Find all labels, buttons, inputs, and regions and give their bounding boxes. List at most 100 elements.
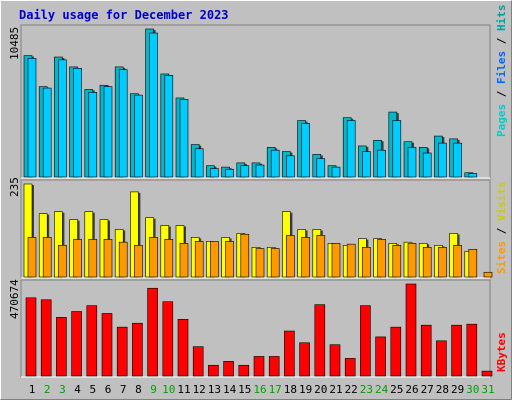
top-files-bar-day-7: [118, 69, 128, 178]
top-files-bar-day-24: [377, 149, 386, 178]
top-files-bar-day-1: [27, 58, 37, 178]
day-label-15: 15: [238, 383, 251, 396]
mid-sites-bar-day-6: [103, 239, 113, 278]
day-label-6: 6: [105, 383, 112, 396]
mid-sites-bar-day-11: [179, 243, 189, 278]
bottom-kbytes-bar-day-3: [56, 317, 67, 377]
mid-sites-bar-day-16: [255, 248, 265, 278]
bottom-panel-bars: [25, 283, 493, 377]
top-files-bar-day-8: [134, 94, 143, 178]
legend-files: Files: [495, 51, 508, 84]
top-files-bar-day-23: [362, 151, 371, 178]
top-files-bar-day-28: [438, 142, 447, 178]
top-files-bar-day-9: [149, 32, 158, 178]
day-label-4: 4: [74, 383, 81, 396]
day-label-8: 8: [135, 383, 142, 396]
day-label-20: 20: [314, 383, 327, 396]
day-label-23: 23: [360, 383, 373, 396]
mid-sites-bar-day-13: [210, 241, 219, 278]
top-files-bar-day-21: [331, 166, 341, 178]
day-label-28: 28: [436, 383, 449, 396]
day-label-17: 17: [269, 383, 282, 396]
day-label-31: 31: [481, 383, 494, 396]
bottom-kbytes-bar-day-14: [223, 361, 234, 377]
bottom-kbytes-bar-day-26: [405, 283, 417, 377]
mid-sites-bar-day-10: [164, 239, 174, 278]
mid-sites-bar-day-9: [149, 237, 158, 278]
top-files-bar-day-3: [58, 59, 67, 178]
day-label-18: 18: [284, 383, 297, 396]
top-files-bar-day-2: [42, 87, 52, 178]
top-files-bar-day-13: [210, 168, 219, 178]
bottom-kbytes-bar-day-6: [101, 313, 113, 377]
legend-hits: Hits: [495, 5, 508, 32]
top-ymax-label: 10485: [8, 27, 21, 60]
day-label-25: 25: [390, 383, 403, 396]
day-label-26: 26: [405, 383, 418, 396]
bottom-kbytes-bar-day-17: [268, 356, 280, 377]
legend-sep-3: /: [495, 221, 508, 241]
bottom-legend: KBytes: [495, 332, 508, 372]
mid-panel-bars: [23, 183, 493, 278]
mid-sites-bar-day-28: [438, 247, 447, 278]
mid-sites-bar-day-24: [377, 239, 386, 278]
bottom-kbytes-bar-day-18: [284, 330, 295, 377]
top-files-bar-day-10: [164, 75, 174, 178]
bottom-kbytes-bar-day-8: [132, 322, 143, 377]
top-files-bar-day-4: [73, 68, 82, 178]
day-label-24: 24: [375, 383, 389, 396]
day-label-7: 7: [120, 383, 127, 396]
day-label-22: 22: [345, 383, 358, 396]
mid-sites-bar-day-12: [194, 241, 204, 278]
day-label-27: 27: [421, 383, 434, 396]
top-files-bar-day-25: [392, 120, 402, 178]
bottom-kbytes-bar-day-28: [436, 340, 447, 377]
mid-legend: Sites / Visits: [495, 181, 508, 274]
day-label-30: 30: [466, 383, 479, 396]
top-files-bar-day-22: [346, 120, 356, 178]
top-files-bar-day-19: [301, 123, 310, 178]
bottom-kbytes-bar-day-12: [192, 346, 204, 377]
bottom-kbytes-bar-day-30: [466, 323, 478, 377]
mid-sites-bar-day-25: [392, 245, 402, 278]
day-label-19: 19: [299, 383, 312, 396]
top-files-bar-day-14: [225, 168, 234, 178]
mid-sites-bar-day-18: [286, 235, 295, 278]
bottom-kbytes-bar-day-22: [344, 358, 356, 377]
day-label-21: 21: [329, 383, 342, 396]
top-files-bar-day-12: [194, 148, 204, 178]
bottom-kbytes-bar-day-2: [40, 299, 52, 377]
top-files-bar-day-15: [240, 165, 250, 178]
bottom-kbytes-bar-day-15: [238, 364, 250, 377]
top-panel-bars: [23, 28, 478, 178]
day-label-16: 16: [253, 383, 266, 396]
day-label-29: 29: [451, 383, 464, 396]
bottom-kbytes-bar-day-25: [390, 326, 402, 377]
day-labels: 1 2 3 4 5 6 7 8 9 10 11 12 13 14 15 16 17 18 19 20 21 22 23 24 2…: [29, 383, 495, 396]
top-files-bar-day-11: [179, 99, 189, 178]
mid-sites-bar-day-26: [407, 243, 417, 278]
mid-sites-bar-day-22: [346, 243, 356, 278]
day-label-5: 5: [89, 383, 96, 396]
mid-sites-bar-day-5: [88, 239, 98, 278]
day-label-2: 2: [44, 383, 51, 396]
top-files-bar-day-29: [453, 142, 462, 178]
bottom-kbytes-bar-day-4: [71, 311, 82, 377]
bottom-kbytes-bar-day-5: [86, 305, 98, 377]
mid-sites-bar-day-17: [270, 248, 280, 278]
mid-sites-bar-day-27: [422, 247, 432, 278]
day-label-12: 12: [193, 383, 206, 396]
top-legend: Pages / Files / Hits: [495, 5, 508, 138]
bottom-kbytes-bar-day-16: [253, 356, 265, 377]
mid-sites-bar-day-19: [301, 237, 310, 278]
top-files-bar-day-17: [270, 149, 280, 178]
top-files-bar-day-30: [468, 173, 478, 178]
chart-title: Daily usage for December 2023: [19, 8, 229, 22]
bottom-kbytes-bar-day-7: [116, 326, 128, 377]
day-label-1: 1: [29, 383, 36, 396]
top-files-bar-day-18: [286, 155, 295, 178]
day-label-3: 3: [59, 383, 66, 396]
day-label-14: 14: [223, 383, 237, 396]
top-files-bar-day-5: [88, 92, 98, 178]
